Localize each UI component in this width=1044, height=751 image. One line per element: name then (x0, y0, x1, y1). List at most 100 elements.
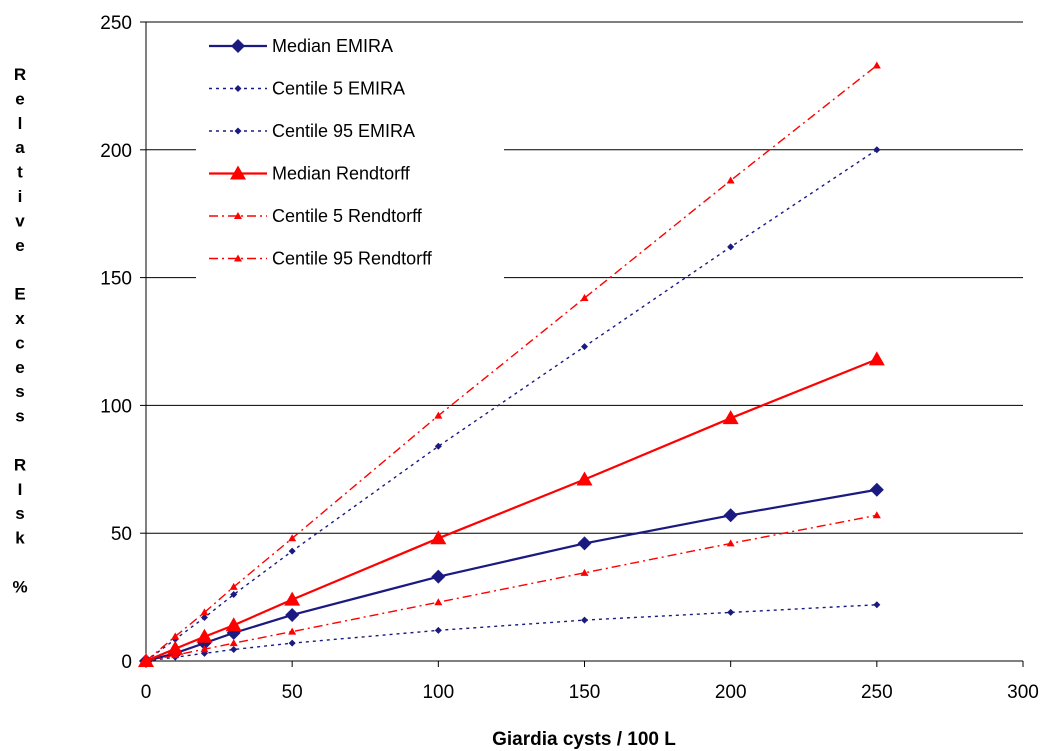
series-line-centile-5-rendtorff (145, 514, 877, 662)
y-tick-label: 250 (100, 13, 132, 34)
y-axis-title-char: R (14, 455, 26, 474)
data-point-median-rendtorff (167, 640, 184, 655)
x-tick-label: 100 (422, 682, 454, 703)
data-point-centile-5-emira (288, 639, 296, 647)
data-point-median-rendtorff (284, 591, 301, 606)
data-point-centile-5-emira (873, 601, 881, 609)
y-axis-title-char: k (15, 529, 25, 548)
data-point-centile-95-emira (288, 547, 296, 555)
data-point-centile-95-emira (230, 591, 238, 599)
data-point-centile-95-rendtorff (229, 582, 238, 590)
data-point-centile-95-rendtorff (288, 534, 297, 542)
legend-entry-centile-95-rendtorff: Centile 95 Rendtorff (209, 249, 433, 269)
data-point-centile-5-rendtorff (229, 639, 238, 647)
data-point-median-emira (869, 482, 884, 497)
data-point-median-rendtorff (868, 351, 885, 366)
data-point-median-rendtorff (576, 471, 593, 486)
data-point-centile-95-rendtorff (171, 632, 180, 640)
legend-swatch-marker (231, 39, 245, 53)
y-axis-title-char: s (15, 407, 24, 426)
y-axis-title-char: l (18, 114, 23, 133)
legend-swatch-marker (234, 85, 242, 92)
x-tick-label: 250 (861, 682, 893, 703)
y-axis-title-char: I (18, 480, 23, 499)
data-point-median-emira (577, 536, 592, 551)
legend-entry-centile-5-emira: Centile 5 EMIRA (209, 79, 405, 99)
y-axis-title-char: e (15, 358, 24, 377)
legend-entry-centile-95-emira: Centile 95 EMIRA (209, 121, 415, 141)
data-point-centile-95-emira (727, 243, 735, 251)
legend-swatch-marker (230, 165, 246, 180)
data-point-centile-95-rendtorff (434, 411, 443, 419)
legend-swatch-marker (234, 127, 242, 135)
x-tick-label: 150 (569, 682, 601, 703)
legend-entry-median-rendtorff: Median Rendtorff (209, 164, 411, 184)
legend-swatch-marker (234, 212, 242, 219)
data-point-centile-95-emira (873, 146, 881, 154)
y-tick-label: 200 (100, 141, 132, 162)
x-axis-title: Giardia cysts / 100 L (492, 729, 676, 750)
data-point-median-emira (285, 607, 300, 622)
y-axis-title-char: v (15, 211, 25, 230)
legend-box (196, 30, 504, 280)
data-point-median-rendtorff (196, 628, 213, 643)
legend-label: Median EMIRA (272, 36, 393, 56)
legend-label: Centile 95 EMIRA (272, 121, 415, 141)
x-tick-label: 200 (715, 682, 747, 703)
data-point-centile-5-rendtorff (872, 511, 881, 519)
data-point-centile-5-rendtorff (580, 568, 589, 576)
y-axis-title-char: s (15, 382, 24, 401)
legend: Median EMIRA Centile 5 EMIRA Centile 95 EM… (209, 36, 433, 269)
data-point-median-emira (431, 569, 446, 584)
legend-label: Median Rendtorff (272, 164, 411, 184)
data-point-median-rendtorff (722, 410, 739, 425)
series-median-rendtorff (138, 351, 885, 667)
legend-label: Centile 95 Rendtorff (272, 249, 433, 269)
data-point-centile-95-rendtorff (726, 176, 735, 184)
data-point-centile-95-rendtorff (200, 608, 209, 616)
y-axis-title-char: t (17, 163, 23, 182)
data-point-centile-95-emira (434, 442, 442, 450)
data-point-median-rendtorff (225, 617, 242, 632)
data-point-centile-5-emira (434, 626, 442, 634)
data-point-centile-95-rendtorff (580, 294, 589, 302)
data-point-centile-95-emira (200, 614, 208, 622)
data-point-centile-5-rendtorff (200, 645, 209, 653)
y-axis-title-char: % (12, 577, 27, 596)
data-point-centile-95-rendtorff (872, 61, 881, 69)
legend-background (196, 30, 504, 280)
legend-label: Centile 5 Rendtorff (272, 206, 423, 226)
data-point-centile-95-rendtorff (142, 657, 150, 664)
y-tick-label: 100 (100, 396, 132, 417)
y-axis-title-char: e (15, 89, 24, 108)
y-tick-label: 150 (100, 269, 132, 290)
tick-labels: 0 50 100 150 200 250 0 50 100 150 200 250 300 (100, 13, 1039, 703)
y-axis-title-char: x (15, 309, 25, 328)
data-point-centile-95-emira (581, 343, 588, 351)
data-point-median-emira (723, 508, 738, 523)
legend-entry-centile-5-rendtorff: Centile 5 Rendtorff (209, 206, 423, 226)
y-axis-title-char: i (18, 187, 23, 206)
y-axis-title-char: a (15, 138, 25, 157)
data-point-centile-5-rendtorff (171, 651, 180, 659)
y-axis-title-char: E (14, 285, 25, 304)
data-point-centile-5-emira (727, 608, 735, 616)
y-axis-title-char: R (14, 65, 26, 84)
data-point-centile-5-emira (581, 616, 588, 624)
x-tick-label: 300 (1007, 682, 1039, 703)
x-tick-label: 0 (141, 682, 152, 703)
data-point-median-rendtorff (430, 530, 447, 545)
data-point-centile-5-rendtorff (726, 539, 735, 547)
data-point-centile-5-rendtorff (434, 598, 443, 606)
y-axis-title-char: s (15, 504, 24, 523)
series-centile-95-emira (142, 146, 881, 665)
y-tick-label: 50 (111, 524, 132, 545)
legend-swatch-marker (234, 254, 242, 262)
legend-label: Centile 5 EMIRA (272, 79, 405, 99)
data-point-centile-5-emira (230, 645, 238, 653)
y-tick-label: 0 (121, 652, 132, 673)
legend-entry-median-emira: Median EMIRA (209, 36, 393, 56)
